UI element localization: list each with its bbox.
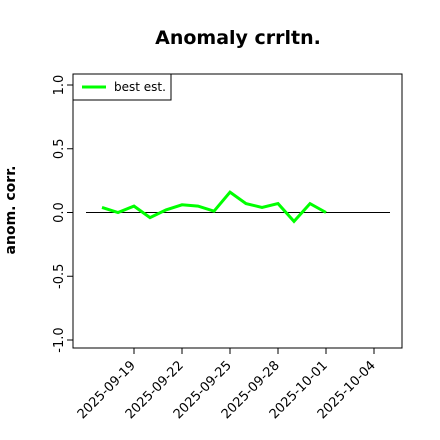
legend: best est. (72, 73, 172, 101)
y-tick-label: 0.0 (52, 202, 67, 223)
y-tick-label: 0.5 (52, 138, 67, 159)
y-tick-label: -1.0 (52, 327, 67, 352)
y-tick-label: 1.0 (52, 75, 67, 96)
plot-area (72, 73, 403, 349)
legend-label: best est. (114, 80, 166, 94)
series-line-best-est (101, 190, 327, 224)
chart-title: Anomaly crrltn. (155, 27, 321, 49)
y-tick-label: -0.5 (52, 264, 67, 289)
y-axis-label: anom. corr. (3, 166, 19, 255)
y-axis: -1.0 -0.5 0.0 0.5 1.0 (52, 75, 73, 353)
x-axis: 2025-09-192025-09-222025-09-252025-09-28… (75, 348, 379, 422)
